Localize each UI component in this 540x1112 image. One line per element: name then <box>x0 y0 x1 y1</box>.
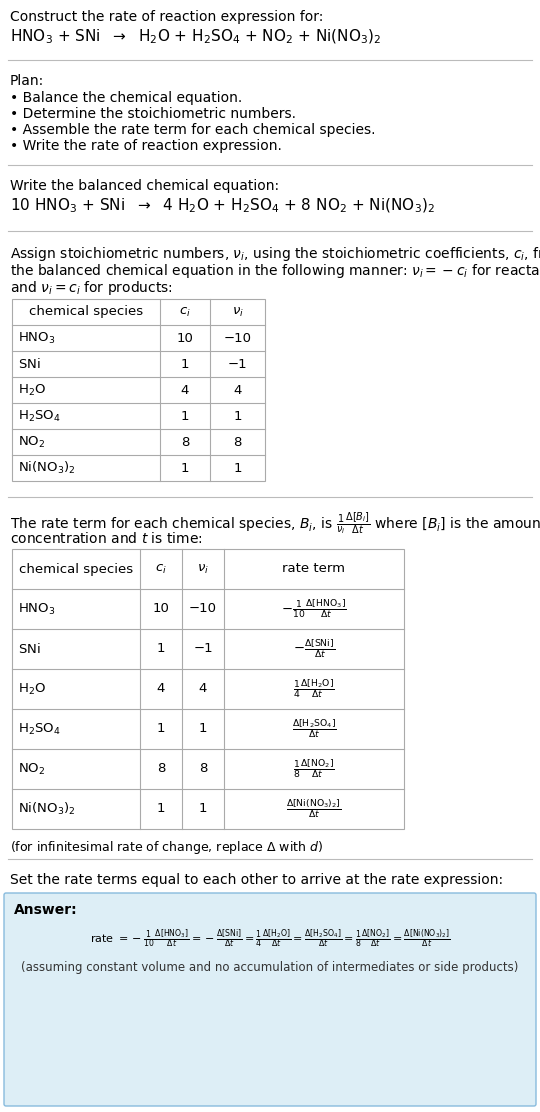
Bar <box>12 299 265 481</box>
Text: $c_i$: $c_i$ <box>179 306 191 318</box>
Text: $\frac{1}{4}\frac{\Delta[\mathrm{H_2O}]}{\Delta t}$: $\frac{1}{4}\frac{\Delta[\mathrm{H_2O}]}… <box>293 677 335 701</box>
Text: $\frac{\Delta[\mathrm{Ni(NO_3)_2}]}{\Delta t}$: $\frac{\Delta[\mathrm{Ni(NO_3)_2}]}{\Del… <box>286 797 342 821</box>
Text: and $\nu_i = c_i$ for products:: and $\nu_i = c_i$ for products: <box>10 279 173 297</box>
Text: $\mathrm{H_2SO_4}$: $\mathrm{H_2SO_4}$ <box>18 722 60 736</box>
Text: 1: 1 <box>157 643 165 655</box>
Text: Assign stoichiometric numbers, $\nu_i$, using the stoichiometric coefficients, $: Assign stoichiometric numbers, $\nu_i$, … <box>10 245 540 264</box>
Text: $\mathrm{Ni(NO_3)_2}$: $\mathrm{Ni(NO_3)_2}$ <box>18 460 76 476</box>
Text: concentration and $t$ is time:: concentration and $t$ is time: <box>10 532 202 546</box>
Text: • Determine the stoichiometric numbers.: • Determine the stoichiometric numbers. <box>10 107 296 121</box>
Text: −1: −1 <box>228 357 247 370</box>
Text: $\mathrm{HNO_3}$: $\mathrm{HNO_3}$ <box>18 330 56 346</box>
Text: $\mathrm{SNi}$: $\mathrm{SNi}$ <box>18 357 41 371</box>
Text: 4: 4 <box>181 384 189 397</box>
Text: (assuming constant volume and no accumulation of intermediates or side products): (assuming constant volume and no accumul… <box>21 961 519 974</box>
Text: $\mathrm{SNi}$: $\mathrm{SNi}$ <box>18 642 41 656</box>
Text: rate $= -\frac{1}{10}\frac{\Delta[\mathrm{HNO_3}]}{\Delta t} = -\frac{\Delta[\ma: rate $= -\frac{1}{10}\frac{\Delta[\mathr… <box>90 927 450 951</box>
Text: 1: 1 <box>199 723 207 735</box>
Text: Plan:: Plan: <box>10 75 44 88</box>
Text: 8: 8 <box>157 763 165 775</box>
Text: 1: 1 <box>181 357 189 370</box>
Text: chemical species: chemical species <box>19 563 133 576</box>
Text: 1: 1 <box>233 409 242 423</box>
Text: 1: 1 <box>157 723 165 735</box>
Text: 1: 1 <box>199 803 207 815</box>
Text: $10\ \mathrm{HNO_3}$ + $\mathrm{SNi}$  $\rightarrow$  $4\ \mathrm{H_2O}$ + $\mat: $10\ \mathrm{HNO_3}$ + $\mathrm{SNi}$ $\… <box>10 197 435 216</box>
Text: $\frac{\Delta[\mathrm{H_2SO_4}]}{\Delta t}$: $\frac{\Delta[\mathrm{H_2SO_4}]}{\Delta … <box>292 717 336 741</box>
Bar <box>12 549 404 830</box>
Text: $\nu_i$: $\nu_i$ <box>232 306 244 318</box>
Text: $\mathrm{Ni(NO_3)_2}$: $\mathrm{Ni(NO_3)_2}$ <box>18 801 76 817</box>
FancyBboxPatch shape <box>4 893 536 1106</box>
Text: $\mathrm{HNO_3}$: $\mathrm{HNO_3}$ <box>18 602 56 616</box>
Text: $\mathrm{H_2SO_4}$: $\mathrm{H_2SO_4}$ <box>18 408 60 424</box>
Text: 4: 4 <box>199 683 207 695</box>
Text: 1: 1 <box>157 803 165 815</box>
Text: $\mathrm{NO_2}$: $\mathrm{NO_2}$ <box>18 762 45 776</box>
Text: Answer:: Answer: <box>14 903 78 917</box>
Text: 8: 8 <box>199 763 207 775</box>
Text: $\mathrm{H_2O}$: $\mathrm{H_2O}$ <box>18 383 46 398</box>
Text: 10: 10 <box>177 331 193 345</box>
Text: 8: 8 <box>181 436 189 448</box>
Text: (for infinitesimal rate of change, replace Δ with $d$): (for infinitesimal rate of change, repla… <box>10 838 323 856</box>
Text: 1: 1 <box>181 461 189 475</box>
Text: −10: −10 <box>189 603 217 616</box>
Text: 1: 1 <box>181 409 189 423</box>
Text: 10: 10 <box>153 603 170 616</box>
Text: −1: −1 <box>193 643 213 655</box>
Text: 8: 8 <box>233 436 242 448</box>
Text: • Balance the chemical equation.: • Balance the chemical equation. <box>10 91 242 105</box>
Text: • Assemble the rate term for each chemical species.: • Assemble the rate term for each chemic… <box>10 123 375 137</box>
Text: 4: 4 <box>233 384 242 397</box>
Text: the balanced chemical equation in the following manner: $\nu_i = -c_i$ for react: the balanced chemical equation in the fo… <box>10 262 540 280</box>
Text: rate term: rate term <box>282 563 346 576</box>
Text: Write the balanced chemical equation:: Write the balanced chemical equation: <box>10 179 279 193</box>
Text: Set the rate terms equal to each other to arrive at the rate expression:: Set the rate terms equal to each other t… <box>10 873 503 887</box>
Text: $c_i$: $c_i$ <box>155 563 167 576</box>
Text: $\nu_i$: $\nu_i$ <box>197 563 209 576</box>
Text: $\frac{1}{8}\frac{\Delta[\mathrm{NO_2}]}{\Delta t}$: $\frac{1}{8}\frac{\Delta[\mathrm{NO_2}]}… <box>293 757 335 781</box>
Text: Construct the rate of reaction expression for:: Construct the rate of reaction expressio… <box>10 10 323 24</box>
Text: $\mathrm{H_2O}$: $\mathrm{H_2O}$ <box>18 682 46 696</box>
Text: $-\frac{1}{10}\frac{\Delta[\mathrm{HNO_3}]}{\Delta t}$: $-\frac{1}{10}\frac{\Delta[\mathrm{HNO_3… <box>281 597 347 620</box>
Text: 1: 1 <box>233 461 242 475</box>
Text: The rate term for each chemical species, $B_i$, is $\frac{1}{\nu_i}\frac{\Delta[: The rate term for each chemical species,… <box>10 512 540 537</box>
Text: $\mathrm{NO_2}$: $\mathrm{NO_2}$ <box>18 435 45 449</box>
Text: −10: −10 <box>224 331 252 345</box>
Text: chemical species: chemical species <box>29 306 143 318</box>
Text: $\mathrm{HNO_3}$ + $\mathrm{SNi}$  $\rightarrow$  $\mathrm{H_2O}$ + $\mathrm{H_2: $\mathrm{HNO_3}$ + $\mathrm{SNi}$ $\righ… <box>10 28 381 47</box>
Text: • Write the rate of reaction expression.: • Write the rate of reaction expression. <box>10 139 282 153</box>
Text: $-\frac{\Delta[\mathrm{SNi}]}{\Delta t}$: $-\frac{\Delta[\mathrm{SNi}]}{\Delta t}$ <box>293 638 335 661</box>
Text: 4: 4 <box>157 683 165 695</box>
